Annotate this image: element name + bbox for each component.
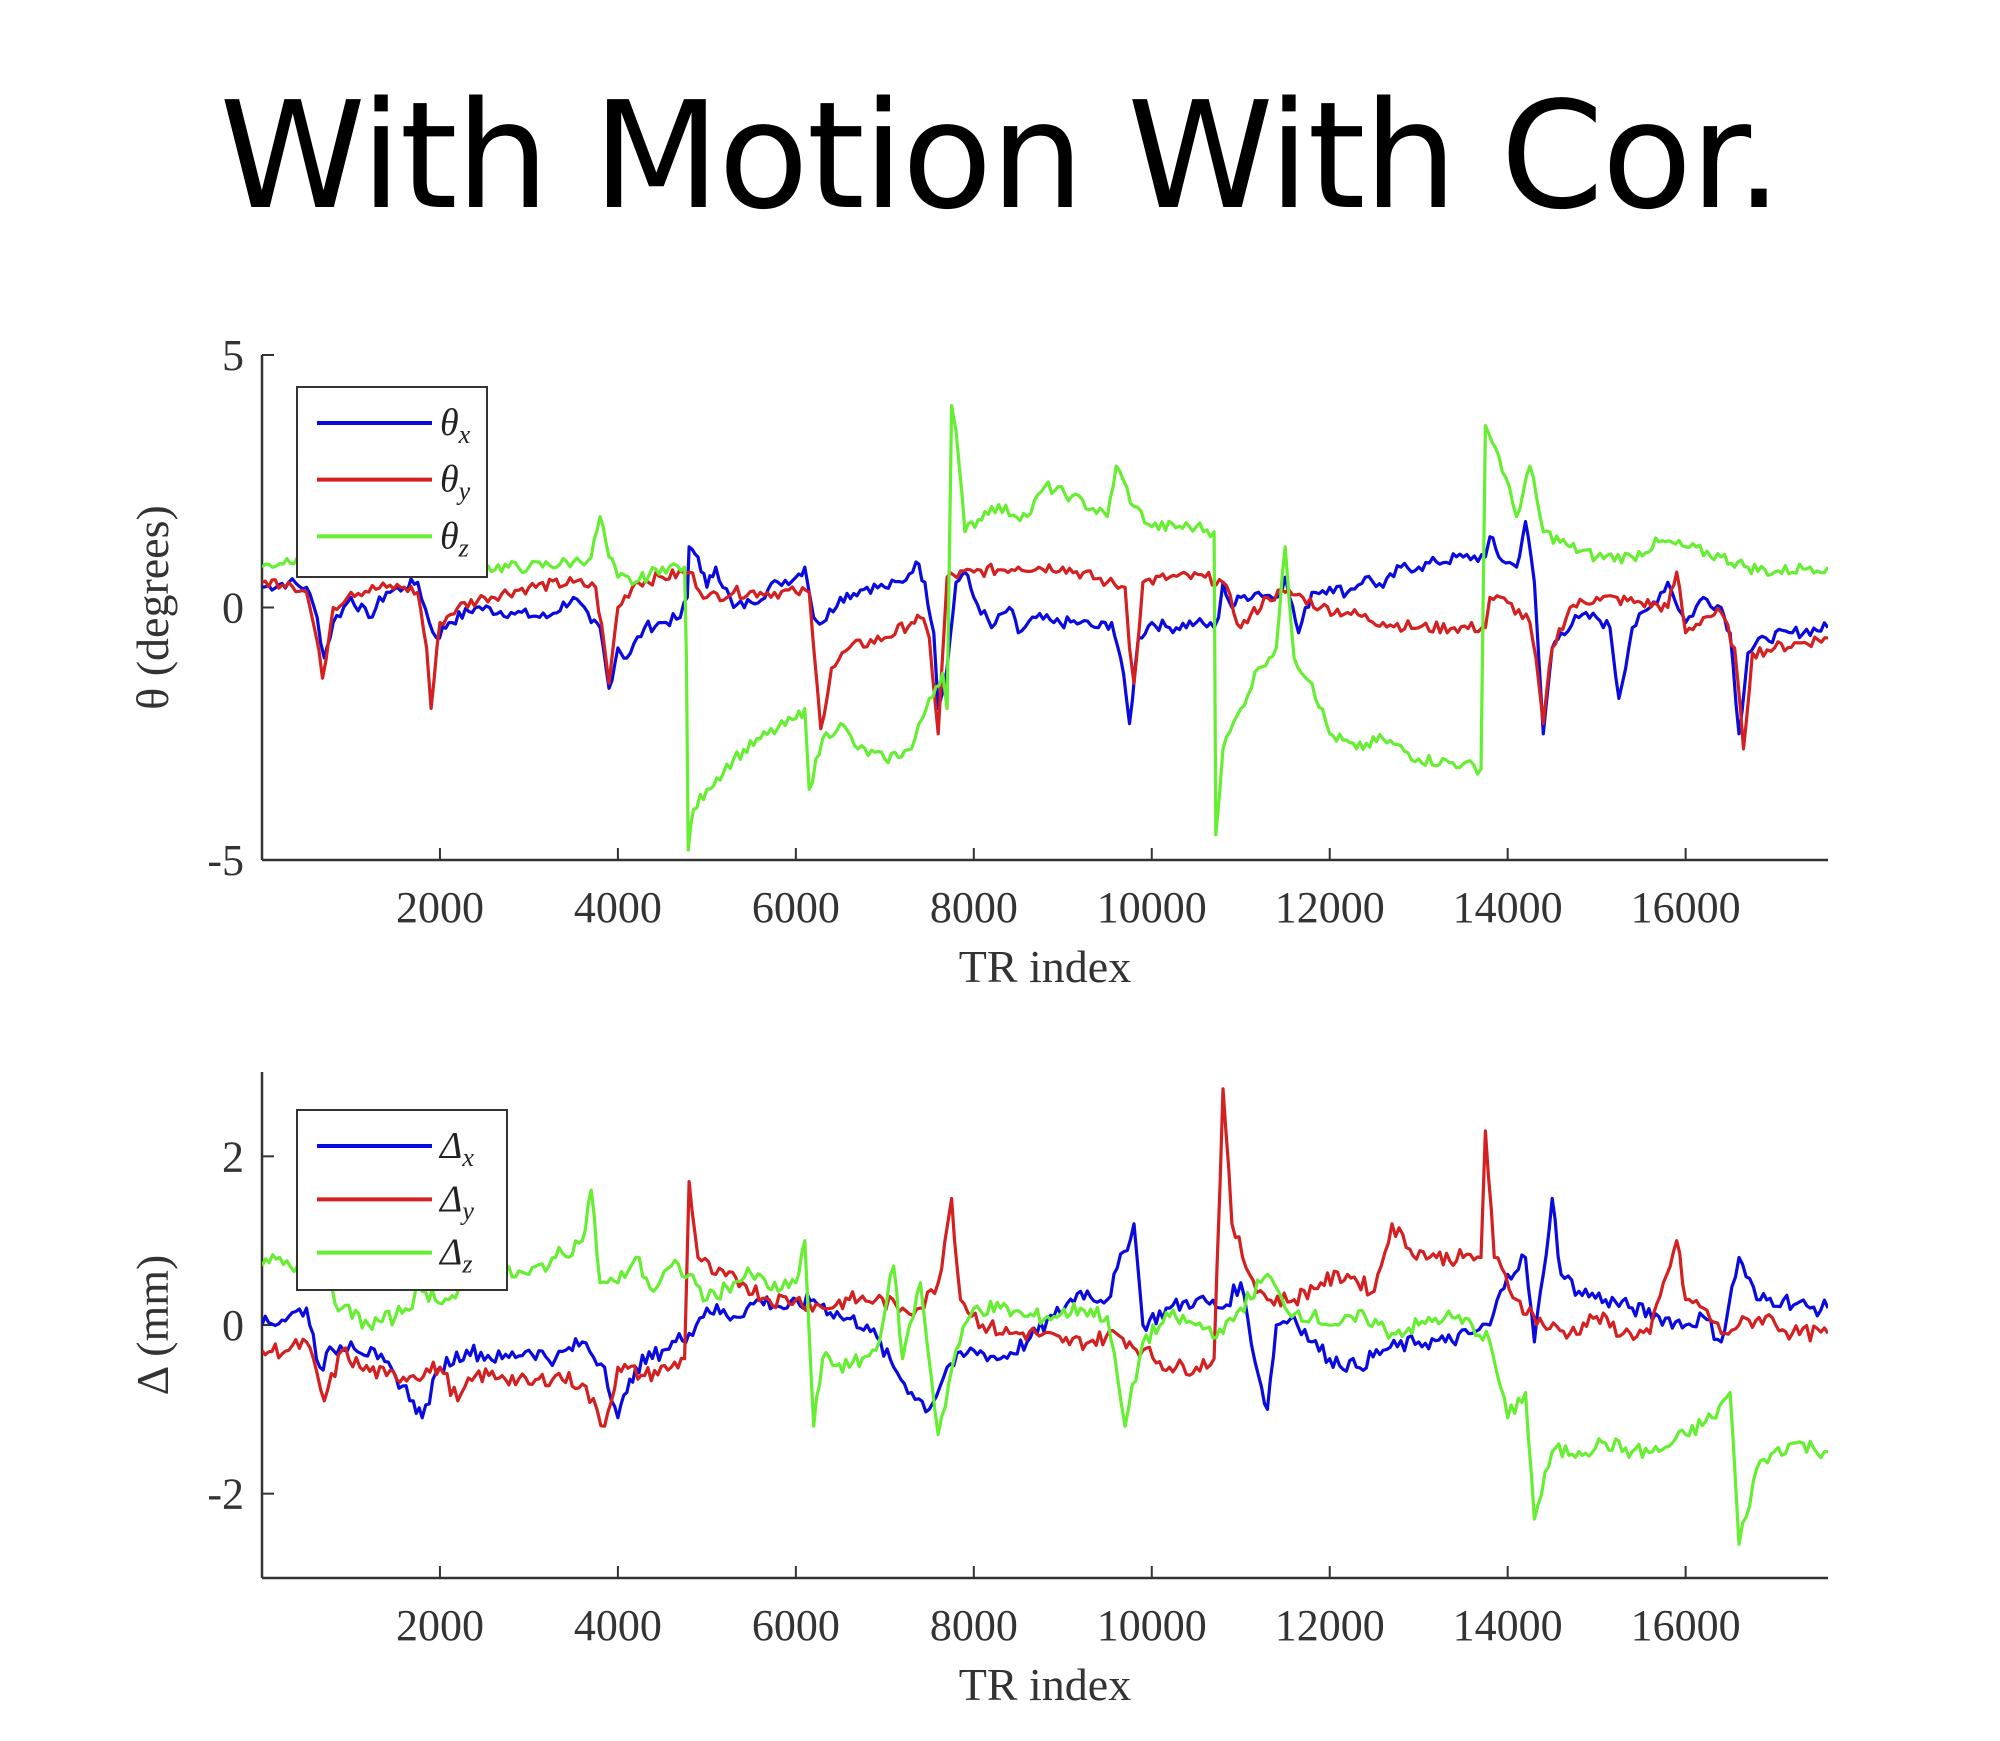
- x-tick-label: 14000: [1453, 883, 1563, 932]
- y-tick-label: 2: [222, 1132, 244, 1181]
- legend-label: Δz: [438, 1232, 472, 1279]
- series-line-θz: [262, 403, 1828, 852]
- series-line-Δz: [262, 1188, 1828, 1546]
- x-tick-label: 6000: [752, 883, 840, 932]
- x-tick-label: 2000: [396, 883, 484, 932]
- y-tick-label: 5: [222, 331, 244, 380]
- x-tick-label: 16000: [1631, 1601, 1741, 1650]
- series-line-Δx: [262, 1196, 1828, 1420]
- x-tick-label: 2000: [396, 1601, 484, 1650]
- x-tick-label: 12000: [1275, 1601, 1385, 1650]
- legend: Δx Δy Δz: [296, 1109, 508, 1291]
- y-tick-label: -2: [207, 1470, 244, 1519]
- x-axis-title: TR index: [959, 1659, 1131, 1710]
- series-line-Δy: [262, 1087, 1828, 1428]
- y-tick-label: -5: [207, 836, 244, 885]
- x-tick-label: 12000: [1275, 883, 1385, 932]
- slide-title: With Motion With Cor.: [219, 70, 1782, 242]
- legend-label: θy: [440, 459, 471, 506]
- x-tick-label: 8000: [930, 1601, 1018, 1650]
- x-tick-label: 16000: [1631, 883, 1741, 932]
- y-axis-title: θ (degrees): [127, 505, 178, 710]
- x-tick-label: 4000: [574, 883, 662, 932]
- legend-box: [296, 386, 488, 578]
- x-axis-title: TR index: [959, 941, 1131, 992]
- x-tick-label: 4000: [574, 1601, 662, 1650]
- series-line-θy: [262, 562, 1828, 751]
- y-axis-title: Δ (mm): [127, 1255, 178, 1396]
- y-tick-label: 0: [222, 1301, 244, 1350]
- legend-label: θx: [440, 402, 471, 449]
- legend-label: Δx: [438, 1125, 474, 1172]
- series-line-θx: [262, 520, 1828, 736]
- legend: θx θy θz: [296, 386, 488, 578]
- y-tick-label: 0: [222, 584, 244, 633]
- chart-panel-1: 2000 4000 6000 8000 10000 12000 14000 16000 -5 0 5…: [127, 331, 1828, 992]
- legend-label: θz: [440, 515, 469, 562]
- chart-panel-2: 2000 4000 6000 8000 10000 12000 14000 16000 -2 0 2…: [127, 1072, 1828, 1710]
- x-tick-label: 8000: [930, 883, 1018, 932]
- x-tick-label: 6000: [752, 1601, 840, 1650]
- x-tick-label: 10000: [1097, 883, 1207, 932]
- x-tick-label: 14000: [1453, 1601, 1563, 1650]
- x-tick-label: 10000: [1097, 1601, 1207, 1650]
- legend-label: Δy: [438, 1178, 474, 1225]
